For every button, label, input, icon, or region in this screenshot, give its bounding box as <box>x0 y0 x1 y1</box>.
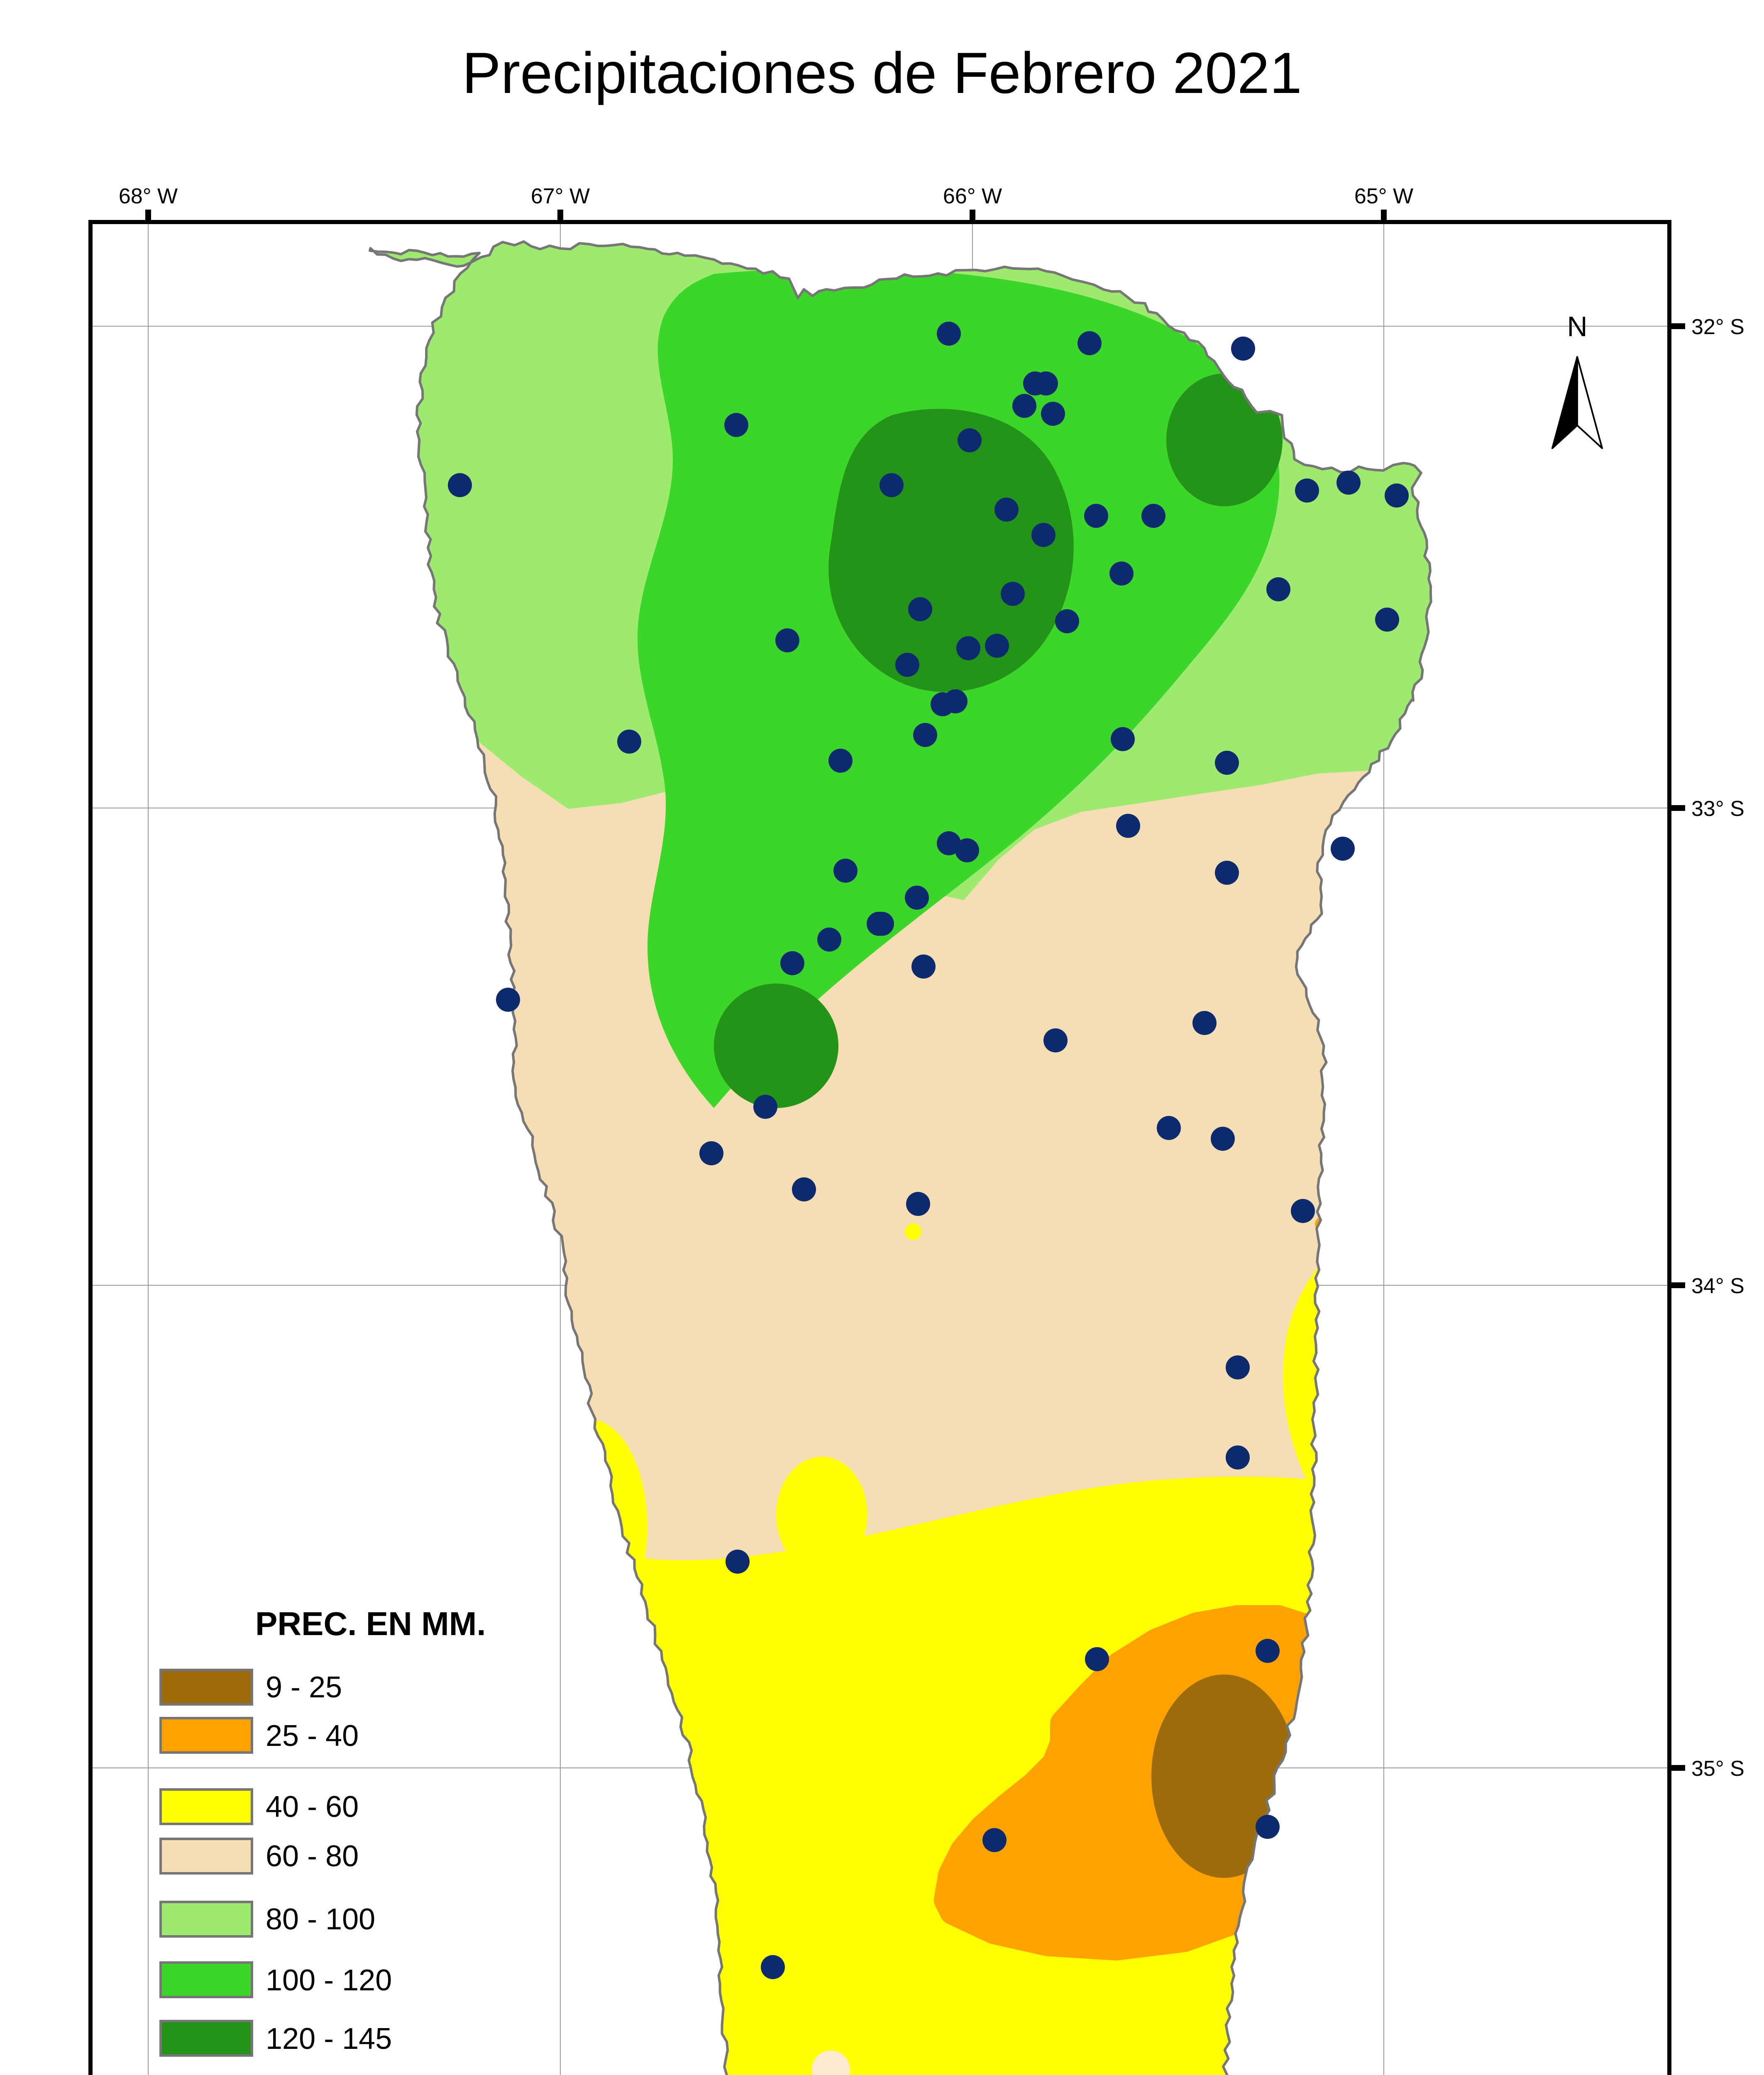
svg-text:32° S: 32° S <box>1691 315 1744 339</box>
svg-text:33° S: 33° S <box>1691 797 1744 821</box>
svg-text:PREC. EN MM.: PREC. EN MM. <box>255 1605 486 1642</box>
svg-text:N: N <box>1567 311 1587 342</box>
svg-text:60 - 80: 60 - 80 <box>266 1840 359 1873</box>
svg-text:100 - 120: 100 - 120 <box>266 1964 392 1997</box>
svg-text:35° S: 35° S <box>1691 1757 1744 1781</box>
svg-text:67° W: 67° W <box>531 184 590 208</box>
svg-text:120 - 145: 120 - 145 <box>266 2022 392 2055</box>
svg-text:34° S: 34° S <box>1691 1274 1744 1298</box>
svg-text:9 - 25: 9 - 25 <box>266 1671 342 1704</box>
svg-text:40 - 60: 40 - 60 <box>266 1790 359 1824</box>
svg-text:65° W: 65° W <box>1354 184 1413 208</box>
svg-text:80 - 100: 80 - 100 <box>266 1903 375 1936</box>
svg-text:25 - 40: 25 - 40 <box>266 1719 359 1753</box>
svg-text:68° W: 68° W <box>119 184 178 208</box>
svg-text:66° W: 66° W <box>943 184 1002 208</box>
